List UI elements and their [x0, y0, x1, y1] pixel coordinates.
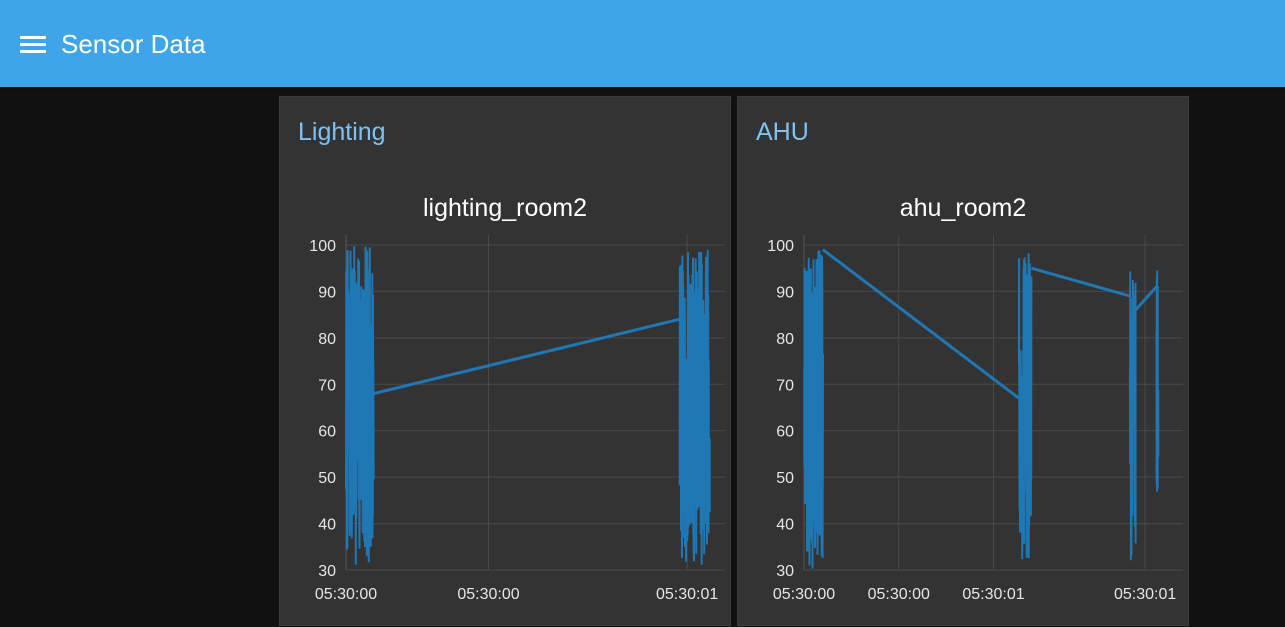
series-line-burst — [678, 249, 711, 565]
series-line-burst — [803, 250, 824, 569]
group-title: Lighting — [298, 118, 386, 146]
series-line-burst — [345, 246, 375, 565]
y-tick-label: 30 — [318, 563, 336, 580]
x-tick-label: 05:30:01 — [962, 586, 1024, 603]
page-title: Sensor Data — [61, 29, 206, 59]
y-tick-label: 70 — [318, 377, 336, 394]
chart-title: ahu_room2 — [899, 194, 1027, 222]
y-tick-label: 50 — [776, 470, 794, 487]
chart-title: lighting_room2 — [423, 194, 587, 222]
series-line-burst — [1155, 270, 1160, 492]
lighting-chart[interactable]: 100 90 80 70 60 50 40 30 05:30:00 05:30:00 05:30:0… — [280, 97, 732, 627]
menu-bar — [20, 50, 46, 53]
group-card-lighting: Lighting lighting_room2 100 90 80 70 60 50 40 3… — [279, 96, 731, 626]
x-tick-label: 05:30:00 — [315, 586, 377, 603]
series-line-segment — [1134, 285, 1158, 312]
app-toolbar: Sensor Data — [0, 0, 1285, 87]
group-title: AHU — [756, 118, 809, 146]
x-tick-label: 05:30:00 — [457, 586, 519, 603]
y-tick-label: 100 — [309, 238, 336, 255]
series-line-burst — [1017, 253, 1033, 560]
y-tick-label: 80 — [318, 331, 336, 348]
menu-bar — [20, 43, 46, 46]
y-tick-label: 30 — [776, 563, 794, 580]
series-line-segment — [1030, 266, 1131, 298]
group-card-ahu: AHU ahu_room2 100 90 80 70 60 50 40 30 05:30:00 0… — [737, 96, 1189, 626]
ahu-chart[interactable]: 100 90 80 70 60 50 40 30 05:30:00 05:30:00 05:30:0… — [738, 97, 1190, 627]
menu-bar — [20, 36, 46, 39]
series-line-segment — [373, 317, 680, 396]
y-tick-label: 40 — [776, 517, 794, 534]
y-tick-label: 70 — [776, 377, 794, 394]
x-tick-label: 05:30:01 — [1114, 586, 1176, 603]
y-tick-label: 90 — [776, 284, 794, 301]
hamburger-menu-icon[interactable] — [12, 28, 54, 62]
x-tick-label: 05:30:00 — [868, 586, 930, 603]
x-tick-label: 05:30:00 — [773, 586, 835, 603]
y-tick-label: 90 — [318, 284, 336, 301]
y-tick-label: 60 — [318, 424, 336, 441]
x-tick-label: 05:30:01 — [656, 586, 718, 603]
y-tick-label: 50 — [318, 470, 336, 487]
y-tick-label: 80 — [776, 331, 794, 348]
y-tick-label: 40 — [318, 517, 336, 534]
series-line-segment — [822, 248, 1020, 400]
y-tick-label: 100 — [767, 238, 794, 255]
y-tick-label: 60 — [776, 424, 794, 441]
series-line-burst — [1128, 271, 1137, 561]
